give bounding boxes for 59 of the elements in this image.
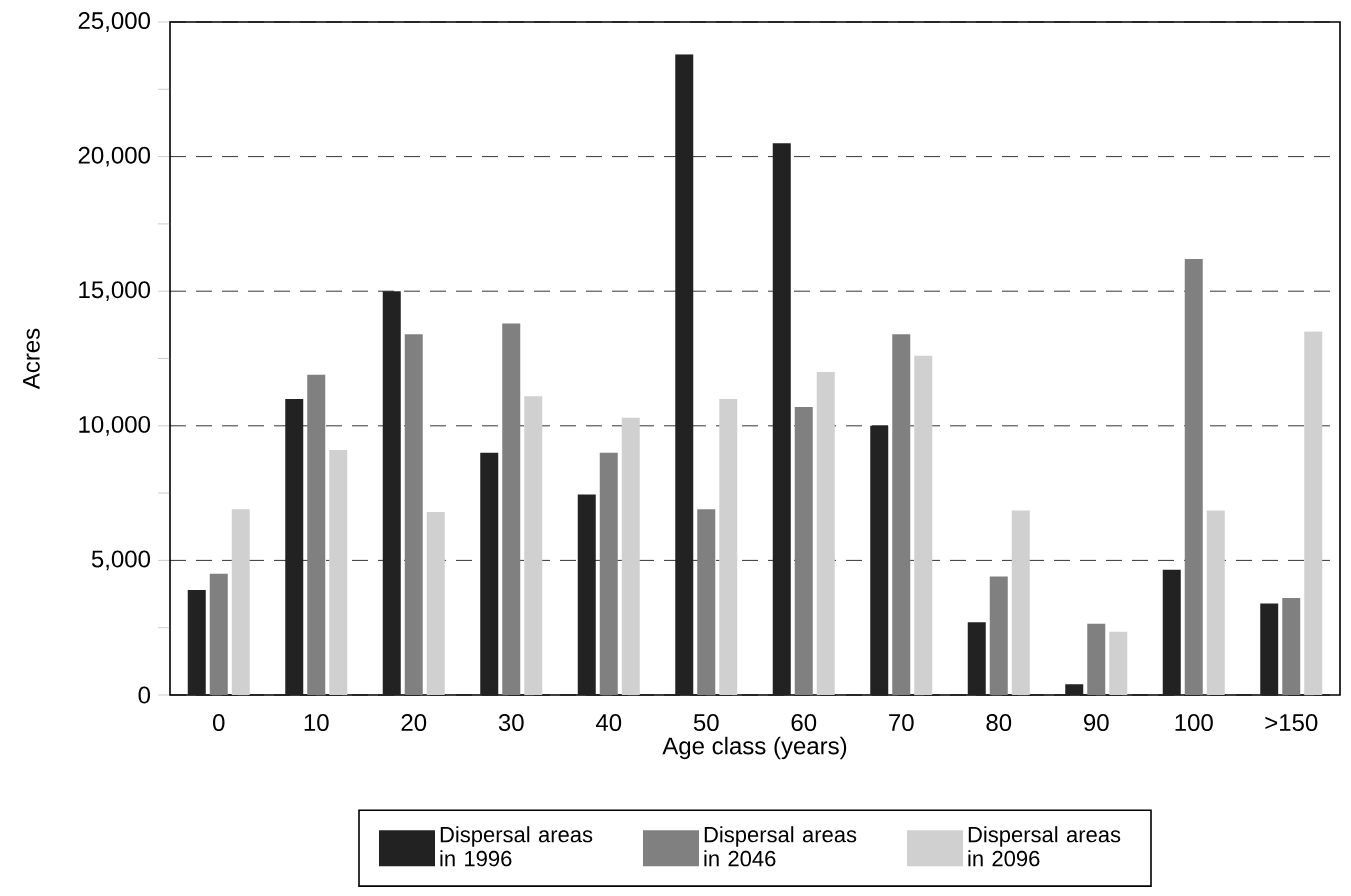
x-axis-title: Age class (years)	[662, 736, 847, 760]
x-tick-label: 30	[498, 714, 524, 732]
legend-label: Dispersal areas in 1996	[440, 826, 593, 867]
bar	[1184, 258, 1203, 695]
bar	[719, 398, 738, 695]
bar	[1260, 603, 1279, 695]
bar	[480, 452, 499, 695]
y-tick-label: 15,000	[79, 281, 150, 302]
x-tick-label: 90	[1084, 714, 1109, 732]
bar	[892, 334, 911, 695]
bar	[502, 323, 521, 695]
bar	[187, 590, 206, 695]
bar	[209, 573, 228, 695]
legend-label: Dispersal areas in 2046	[704, 826, 857, 867]
y-axis-title: Acres	[23, 328, 40, 390]
x-tick-label: 10	[304, 714, 329, 732]
bar	[426, 511, 445, 695]
bar	[1206, 510, 1225, 695]
bar	[1162, 569, 1181, 695]
x-tick-label: 20	[401, 714, 427, 732]
bar	[231, 509, 250, 695]
x-tick-label: 70	[889, 714, 914, 732]
bar	[307, 374, 326, 695]
x-tick-label: 100	[1175, 714, 1213, 732]
bar	[577, 494, 596, 695]
x-tick-label: 60	[791, 714, 817, 732]
bar	[1011, 510, 1030, 695]
x-tick-label: 80	[986, 714, 1012, 732]
bar	[697, 509, 716, 695]
bar	[772, 143, 791, 695]
bar	[794, 406, 813, 695]
y-tick-label: 25,000	[78, 12, 150, 32]
x-tick-label: 40	[595, 714, 622, 732]
bar	[1304, 331, 1323, 695]
bar	[1065, 684, 1084, 695]
bar	[329, 450, 348, 695]
x-tick-label: 50	[693, 714, 719, 732]
legend-label: Dispersal areas in 2096	[968, 826, 1121, 867]
y-tick-label: 20,000	[78, 146, 150, 167]
bar	[675, 54, 694, 695]
y-tick-label: 0	[138, 686, 151, 704]
y-tick-label: 5,000	[91, 550, 150, 571]
bar	[1109, 631, 1128, 695]
bar	[816, 371, 835, 695]
bar	[285, 398, 304, 695]
bar	[989, 576, 1008, 695]
x-tick-label: 0	[213, 714, 225, 732]
bar	[599, 452, 618, 695]
bar	[1282, 598, 1301, 695]
bar	[404, 334, 423, 695]
y-tick-label: 10,000	[79, 415, 150, 436]
x-tick-label: >150	[1265, 714, 1318, 732]
bar	[870, 425, 889, 695]
bar	[914, 355, 933, 695]
bar	[1087, 623, 1106, 695]
bar	[967, 622, 986, 695]
bar	[524, 396, 543, 695]
bar	[382, 291, 401, 695]
bar	[621, 417, 640, 695]
